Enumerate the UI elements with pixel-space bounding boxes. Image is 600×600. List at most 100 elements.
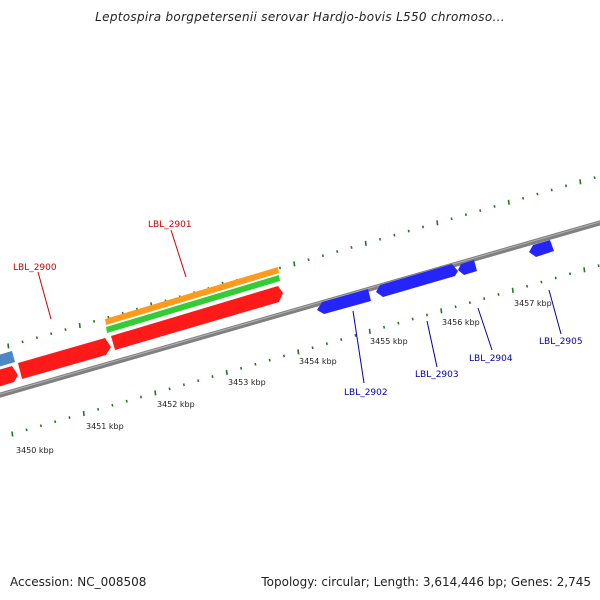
- scale-tick: [368, 328, 371, 334]
- scale-tick: [407, 229, 410, 233]
- scale-tick: [550, 188, 553, 192]
- scale-tick: [154, 390, 157, 396]
- scale-tick: [450, 217, 453, 221]
- scale-label: 3456 kbp: [442, 318, 480, 327]
- gene-label[interactable]: LBL_2904: [469, 354, 513, 364]
- scale-tick: [54, 420, 57, 424]
- scale-tick: [336, 250, 339, 253]
- scale-tick: [11, 431, 14, 437]
- scale-label: 3454 kbp: [299, 357, 337, 366]
- green-track: [106, 275, 280, 333]
- gene-label[interactable]: LBL_2900: [13, 263, 57, 273]
- scale-label: 3452 kbp: [157, 400, 195, 409]
- chromosome-backbone: [0, 220, 600, 398]
- scale-tick: [464, 213, 467, 217]
- gene-label[interactable]: LBL_2905: [539, 337, 583, 347]
- blue-gene: [317, 289, 371, 314]
- map-title: Leptospira borgpetersenii serovar Hardjo…: [95, 10, 505, 24]
- scale-tick: [436, 220, 439, 226]
- scale-tick: [21, 340, 24, 344]
- gene-label-leader: [352, 310, 365, 384]
- scale-label: 3455 kbp: [370, 337, 408, 346]
- scale-tick: [321, 254, 324, 258]
- scale-tick: [364, 240, 367, 246]
- scale-tick: [25, 428, 28, 432]
- scale-tick: [579, 179, 582, 185]
- red-gene: [0, 366, 18, 387]
- scale-tick: [268, 358, 271, 362]
- steelblue-gene: [0, 351, 15, 367]
- scale-tick: [483, 297, 486, 300]
- scale-tick: [82, 410, 85, 417]
- red-gene: [18, 338, 111, 379]
- scale-tick: [468, 301, 471, 305]
- scale-label: 3451 kbp: [86, 422, 124, 431]
- gene-label-leader: [170, 229, 187, 278]
- gene-label[interactable]: LBL_2903: [415, 370, 459, 380]
- scale-label: 3457 kbp: [514, 299, 552, 308]
- scale-tick: [125, 399, 128, 403]
- scale-tick: [393, 233, 396, 237]
- scale-tick: [454, 305, 457, 309]
- scale-tick: [511, 287, 514, 293]
- gene-label-leader: [477, 307, 493, 351]
- scale-tick: [554, 276, 557, 280]
- scale-tick: [383, 325, 386, 329]
- scale-tick: [240, 366, 243, 370]
- scale-tick: [64, 328, 67, 331]
- scale-tick: [526, 284, 529, 288]
- gene-label-leader: [426, 320, 438, 368]
- scale-tick: [7, 343, 10, 349]
- blue-gene: [458, 260, 477, 275]
- scale-tick: [168, 387, 171, 391]
- accession-label: Accession: NC_008508: [10, 575, 147, 589]
- scale-tick: [397, 321, 400, 325]
- scale-tick: [493, 205, 496, 208]
- scale-tick: [93, 319, 96, 323]
- scale-tick: [340, 338, 343, 341]
- scale-tick: [564, 184, 568, 188]
- scale-tick: [139, 395, 143, 399]
- scale-tick: [39, 424, 42, 428]
- scale-tick: [354, 334, 357, 337]
- scale-tick: [568, 272, 572, 276]
- scale-tick: [307, 258, 310, 262]
- scale-tick: [593, 176, 596, 180]
- scale-tick: [421, 225, 425, 229]
- scale-label: 3450 kbp: [16, 446, 54, 455]
- chromosome-backbone-highlight: [0, 221, 600, 395]
- scale-tick: [311, 346, 314, 350]
- scale-tick: [225, 369, 228, 375]
- scale-tick: [197, 379, 200, 383]
- gene-label-leader: [37, 271, 52, 320]
- scale-tick: [379, 237, 382, 241]
- scale-tick: [540, 280, 543, 284]
- scale-tick: [597, 264, 600, 268]
- scale-tick: [325, 342, 328, 346]
- scale-tick: [111, 403, 114, 407]
- scale-tick: [182, 383, 185, 387]
- scale-tick: [583, 267, 586, 273]
- scale-tick: [278, 266, 282, 270]
- scale-tick: [78, 322, 81, 329]
- gene-label[interactable]: LBL_2902: [344, 388, 388, 398]
- scale-tick: [425, 313, 429, 317]
- scale-tick: [440, 308, 443, 314]
- genome-summary: Topology: circular; Length: 3,614,446 bp…: [261, 575, 591, 589]
- blue-gene: [529, 240, 554, 257]
- scale-tick: [68, 416, 71, 419]
- gene-label[interactable]: LBL_2901: [148, 220, 192, 230]
- scale-tick: [522, 196, 525, 200]
- scale-label: 3453 kbp: [228, 378, 266, 387]
- red-gene: [111, 286, 283, 350]
- scale-tick: [97, 407, 100, 411]
- scale-tick: [293, 261, 296, 267]
- scale-tick: [297, 349, 300, 355]
- scale-tick: [350, 246, 353, 249]
- scale-tick: [411, 317, 414, 321]
- scale-tick: [211, 375, 214, 378]
- orange-track: [105, 267, 279, 325]
- scale-tick: [507, 199, 510, 205]
- scale-tick: [536, 192, 539, 196]
